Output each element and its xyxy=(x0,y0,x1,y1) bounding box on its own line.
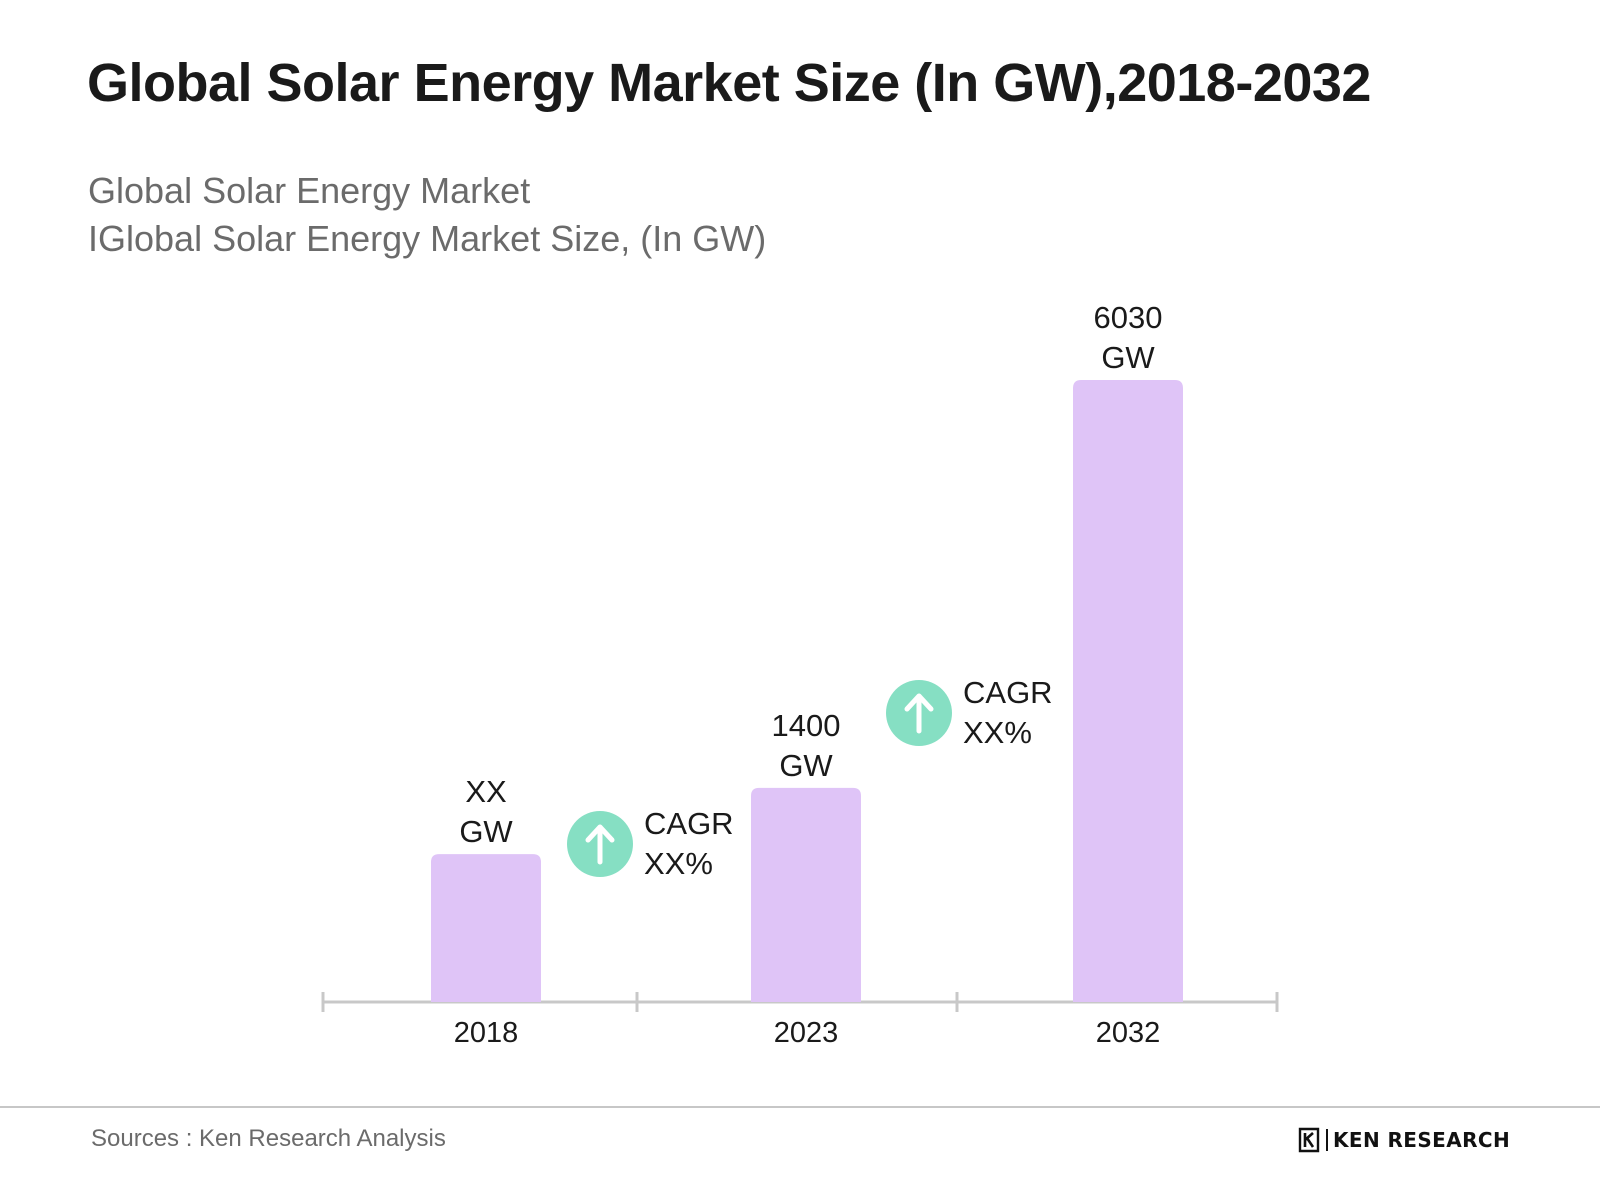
arrow-up-icon xyxy=(904,693,934,734)
brand-logo: KEN RESEARCH xyxy=(1298,1127,1510,1153)
chart-subtitle-line-1: Global Solar Energy Market xyxy=(88,170,531,211)
data-label-value-2032: 6030 xyxy=(1094,300,1163,335)
data-label-value-2018: XX xyxy=(465,774,507,809)
footer-divider xyxy=(0,1106,1600,1108)
bar-2023 xyxy=(751,787,861,1002)
x-tick-label-2032: 2032 xyxy=(1096,1017,1161,1049)
brand-name: KEN RESEARCH xyxy=(1333,1128,1511,1152)
cagr-value-2: XX% xyxy=(963,715,1032,750)
brand-separator xyxy=(1326,1129,1328,1151)
x-tick-label-2018: 2018 xyxy=(454,1017,519,1049)
data-label-unit-2018: GW xyxy=(459,814,513,849)
data-label-unit-2023: GW xyxy=(779,748,833,783)
bar-chart: XX GW 2018 1400 GW 2023 6030 GW 2032 CAGR XX% CAGR X… xyxy=(321,300,1279,1049)
ken-research-logo-icon xyxy=(1298,1127,1320,1153)
source-note: Sources : Ken Research Analysis xyxy=(91,1125,446,1152)
bar-2018 xyxy=(431,854,541,1002)
x-tick-label-2023: 2023 xyxy=(774,1017,839,1049)
cagr-value-1: XX% xyxy=(644,846,713,881)
chart-title: Global Solar Energy Market Size (In GW),… xyxy=(87,53,1371,113)
cagr-label-1: CAGR xyxy=(644,806,734,841)
arrow-up-icon xyxy=(585,824,615,865)
data-label-value-2023: 1400 xyxy=(772,708,841,743)
chart-subtitle-line-2: IGlobal Solar Energy Market Size, (In GW… xyxy=(88,218,767,259)
bar-2032 xyxy=(1073,380,1183,1002)
cagr-label-2: CAGR xyxy=(963,675,1053,710)
data-label-unit-2032: GW xyxy=(1101,340,1155,375)
